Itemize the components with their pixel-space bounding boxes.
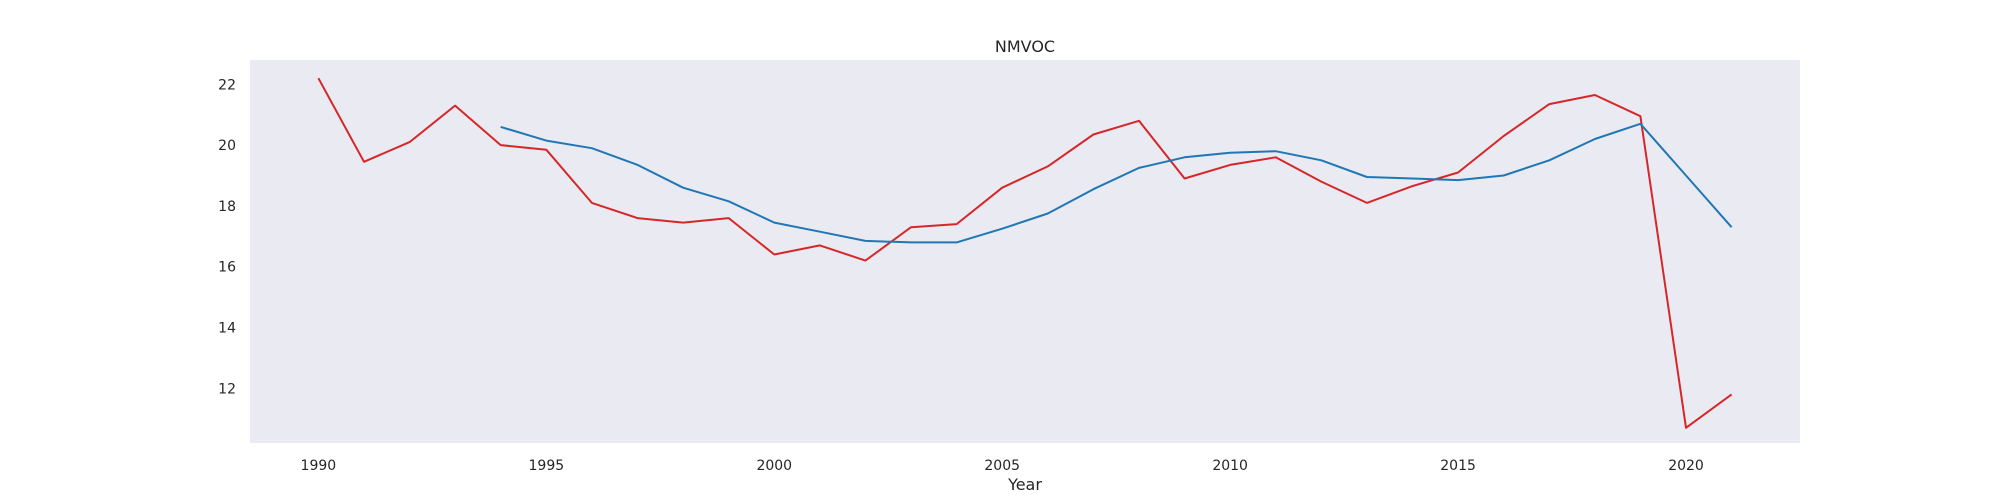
- y-tick-label: 12: [218, 381, 236, 397]
- x-tick-label: 1990: [301, 458, 337, 474]
- y-tick-label: 14: [218, 320, 236, 336]
- y-tick-label: 18: [218, 199, 236, 215]
- x-axis-label: Year: [1007, 475, 1042, 494]
- chart-title: NMVOC: [995, 37, 1055, 56]
- series-line-2: [500, 122, 1733, 244]
- plot-area: [250, 60, 1800, 443]
- series-line-1: [317, 77, 1733, 429]
- y-tick-label: 20: [218, 138, 236, 154]
- series-layer: [317, 77, 1733, 429]
- y-tick-label: 22: [218, 77, 236, 93]
- x-tick-label: 1995: [529, 458, 565, 474]
- x-tick-label: 2000: [756, 458, 792, 474]
- y-tick-label: 16: [218, 260, 236, 276]
- x-tick-label: 2005: [984, 458, 1020, 474]
- x-tick-label: 2015: [1440, 458, 1476, 474]
- x-tick-label: 2020: [1668, 458, 1704, 474]
- y-axis-ticks: 12 14 16 18 20 22: [218, 77, 236, 397]
- x-tick-label: 2010: [1212, 458, 1248, 474]
- x-axis-ticks: 1990 1995 2000 2005 2010 2015 2020: [301, 458, 1704, 474]
